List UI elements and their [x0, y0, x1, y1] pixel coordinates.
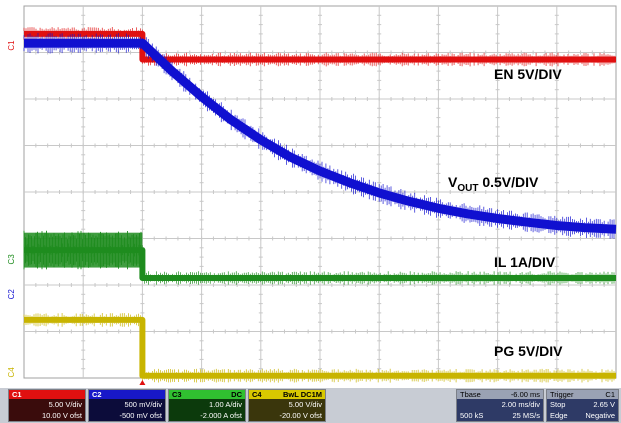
channel-3-offset: -2.000 A ofst: [200, 411, 242, 420]
channel-marker-2: C2: [7, 289, 16, 300]
channel-2-label: C2: [92, 390, 102, 399]
trace-vout: [24, 38, 617, 234]
channel-3-label: C3: [172, 390, 182, 399]
channel-1-volts-div: 5.00 V/div: [48, 400, 82, 409]
channel-1-offset: 10.00 V ofst: [41, 411, 82, 420]
annotation-pg: PG 5V/DIV: [494, 343, 563, 359]
channel-3-descriptor[interactable]: C3 DC 1.00 A/div -2.000 A ofst: [168, 389, 246, 422]
channel-2-offset: -500 mV ofst: [119, 411, 162, 420]
annotation-il: IL 1A/DIV: [494, 254, 556, 270]
channel-3-volts-div: 1.00 A/div: [209, 400, 242, 409]
channel-1-descriptor[interactable]: C1 5.00 V/div 10.00 V ofst: [8, 389, 86, 422]
annotation-en: EN 5V/DIV: [494, 66, 562, 82]
timebase-samples: 500 kS: [460, 411, 484, 420]
channel-2-descriptor[interactable]: C2 500 mV/div -500 mV ofst: [88, 389, 166, 422]
channel-4-coupling: BwL DC1M: [282, 390, 322, 399]
timebase-time-div: 2.00 ms/div: [501, 400, 540, 409]
timebase-rate: 25 MS/s: [512, 411, 540, 420]
channel-3-coupling: DC: [231, 390, 242, 399]
annotation-vout: VOUT 0.5V/DIV: [448, 174, 539, 194]
channel-2-volts-div: 500 mV/div: [124, 400, 162, 409]
timebase-title: Tbase: [460, 390, 481, 399]
channel-markers: C1 C2 C3 C4: [7, 40, 16, 378]
trigger-title: Trigger: [550, 390, 574, 399]
trigger-marker: [139, 380, 146, 385]
trace-il-ripple: [23, 230, 142, 270]
trigger-mode: Stop: [550, 400, 566, 409]
channel-marker-3: C3: [7, 254, 16, 265]
trigger-channel: C1: [605, 390, 615, 399]
trace-noise-pg: [23, 313, 615, 383]
trace-pg: [24, 316, 616, 379]
channel-4-descriptor[interactable]: C4 BwL DC1M 5.00 V/div -20.00 V ofst: [248, 389, 326, 422]
trigger-descriptor[interactable]: Trigger C1 Stop 2.65 V Edge Negative: [546, 389, 619, 422]
timebase-descriptor[interactable]: Tbase -6.00 ms 2.00 ms/div 500 kS 25 MS/s: [456, 389, 544, 422]
trigger-position-marker: [139, 380, 146, 385]
channel-4-label: C4: [252, 390, 262, 399]
channel-4-volts-div: 5.00 V/div: [288, 400, 322, 409]
channel-4-offset: -20.00 V ofst: [279, 411, 322, 420]
channel-marker-4: C4: [7, 367, 16, 378]
trigger-type: Edge: [550, 411, 568, 420]
trace-noise-vout: [23, 32, 615, 239]
trigger-slope: Negative: [585, 411, 615, 420]
channel-marker-1: C1: [7, 40, 16, 51]
waveform-traces: [23, 27, 617, 383]
channel-1-label: C1: [12, 390, 22, 399]
timebase-delay: -6.00 ms: [510, 390, 540, 399]
trigger-level: 2.65 V: [593, 400, 615, 409]
